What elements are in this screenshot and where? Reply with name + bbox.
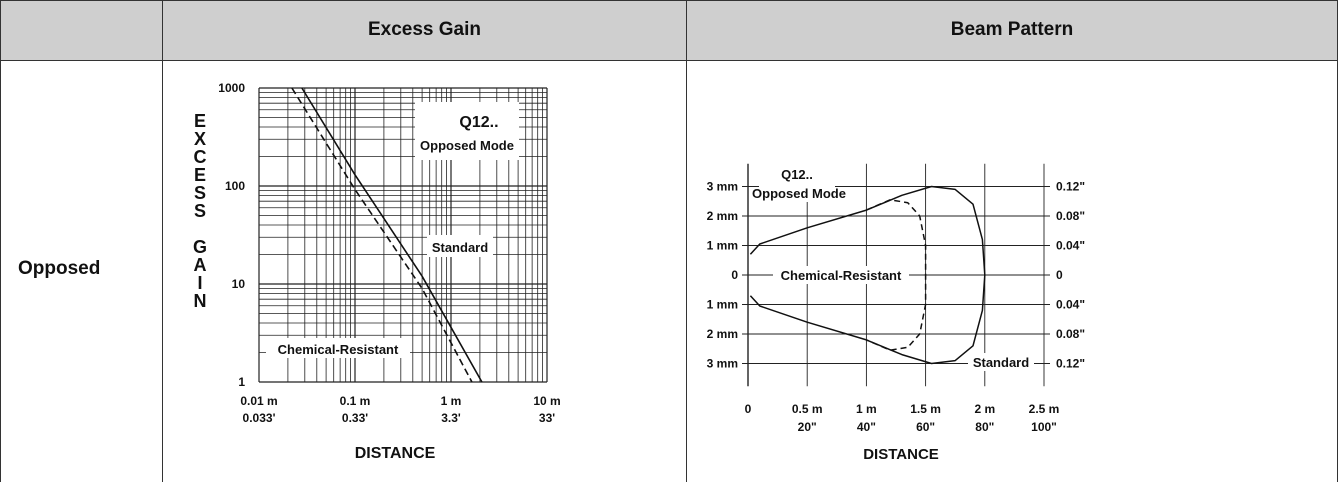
y-axis-label-letter: N: [194, 291, 207, 311]
x-tick-label: 1 m: [441, 394, 462, 408]
y-tick-label-right: 0.08": [1056, 209, 1085, 223]
y-tick-label-left: 1 mm: [707, 298, 738, 312]
chemical-resistant-gain-curve: [291, 87, 473, 383]
y-axis-label-letter: C: [194, 147, 207, 167]
y-tick-label-right: 0.12": [1056, 180, 1085, 194]
row-label-opposed: Opposed: [18, 258, 101, 279]
y-axis-label-letter: I: [197, 273, 202, 293]
table-border-left: [0, 0, 1, 482]
gain-label-standard: Standard: [432, 240, 488, 255]
y-tick-label-right: 0.04": [1056, 298, 1085, 312]
y-axis-label-letter: A: [194, 255, 207, 275]
excess-gain-chart: 1 10 100 1000 0.01 m 0.033' 0.1 m 0.33' 1 m 3.3' 1…: [193, 81, 561, 462]
gain-title: Q12..: [459, 114, 498, 131]
x-tick-label: 0.1 m: [340, 394, 371, 408]
beam-label-chemical: Chemical-Resistant: [781, 268, 902, 283]
x-tick-label-inches: 80": [975, 420, 994, 434]
x-tick-label: 2.5 m: [1029, 402, 1060, 416]
y-axis-label-letter: S: [194, 183, 206, 203]
beam-label-standard-bg: [968, 353, 1034, 371]
gain-title-box: [415, 102, 519, 160]
y-tick-label-left: 3 mm: [707, 180, 738, 194]
standard-gain-curve: [301, 87, 483, 383]
x-tick-label-feet: 0.33': [342, 411, 368, 425]
x-tick-label: 2 m: [974, 402, 995, 416]
beam-label-chemical-bg: [773, 266, 909, 284]
excess-gain-curves: [291, 87, 483, 383]
x-tick-label-inches: 60": [916, 420, 935, 434]
x-tick-label: 1 m: [856, 402, 877, 416]
header-divider: [0, 60, 1338, 61]
y-axis-label-letter: X: [194, 129, 206, 149]
gain-label-chemical: Chemical-Resistant: [278, 342, 399, 357]
y-tick-label-right: 0.08": [1056, 327, 1085, 341]
header-row: [0, 0, 1338, 60]
y-tick-label: 1: [238, 375, 245, 389]
y-axis-label-letter: E: [194, 111, 206, 131]
x-tick-label-feet: 0.033': [243, 411, 276, 425]
beam-title-box: [759, 162, 835, 202]
beam-pattern-curves: [749, 185, 986, 365]
y-tick-label: 1000: [218, 81, 245, 95]
x-tick-label-feet: 3.3': [441, 411, 461, 425]
x-tick-label-inches: 20": [798, 420, 817, 434]
x-tick-label-inches: 100": [1031, 420, 1057, 434]
gain-label-standard-bg: [427, 235, 493, 257]
beam-title: Q12..: [781, 167, 813, 182]
header-excess-gain: Excess Gain: [367, 19, 482, 40]
y-tick-label-right: 0.04": [1056, 239, 1085, 253]
table-border-top: [0, 0, 1338, 1]
column-divider-1: [162, 0, 163, 482]
y-axis-label-letter: G: [193, 237, 207, 257]
gain-x-axis-label: DISTANCE: [355, 445, 436, 462]
y-tick-label-left: 2 mm: [707, 209, 738, 223]
beam-x-axis-label: DISTANCE: [863, 446, 939, 463]
x-tick-label: 0: [745, 402, 752, 416]
y-axis-label-letter: S: [194, 201, 206, 221]
x-tick-label: 10 m: [533, 394, 560, 408]
x-tick-label: 0.01 m: [240, 394, 277, 408]
gain-subtitle: Opposed Mode: [420, 138, 514, 153]
beam-label-standard: Standard: [973, 355, 1029, 370]
x-tick-label: 1.5 m: [910, 402, 941, 416]
gain-label-chemical-bg: [266, 338, 410, 358]
y-tick-label: 10: [232, 277, 246, 291]
chemical-resistant-beam-curve: [866, 199, 927, 351]
x-tick-label-inches: 40": [857, 420, 876, 434]
y-tick-label-left: 0: [731, 268, 738, 282]
beam-subtitle: Opposed Mode: [752, 186, 846, 201]
y-tick-label-right: 0.12": [1056, 357, 1085, 371]
beam-pattern-tick-labels: 3 mm 2 mm 1 mm 0 1 mm 2 mm 3 mm 0.12" 0.08" 0.04"…: [707, 180, 1085, 435]
y-tick-label-right: 0: [1056, 268, 1063, 282]
y-tick-label-left: 2 mm: [707, 327, 738, 341]
x-tick-label-feet: 33': [539, 411, 555, 425]
y-tick-label: 100: [225, 179, 245, 193]
x-tick-label: 0.5 m: [792, 402, 823, 416]
beam-pattern-chart: 3 mm 2 mm 1 mm 0 1 mm 2 mm 3 mm 0.12" 0.08" 0.04"…: [707, 162, 1085, 463]
y-axis-label-letter: E: [194, 165, 206, 185]
y-tick-label-left: 3 mm: [707, 357, 738, 371]
excess-gain-tick-labels: 1 10 100 1000 0.01 m 0.033' 0.1 m 0.33' 1 m 3.3' 1…: [218, 81, 560, 425]
y-tick-label-left: 1 mm: [707, 239, 738, 253]
column-divider-2: [686, 0, 687, 482]
header-beam-pattern: Beam Pattern: [950, 19, 1074, 40]
